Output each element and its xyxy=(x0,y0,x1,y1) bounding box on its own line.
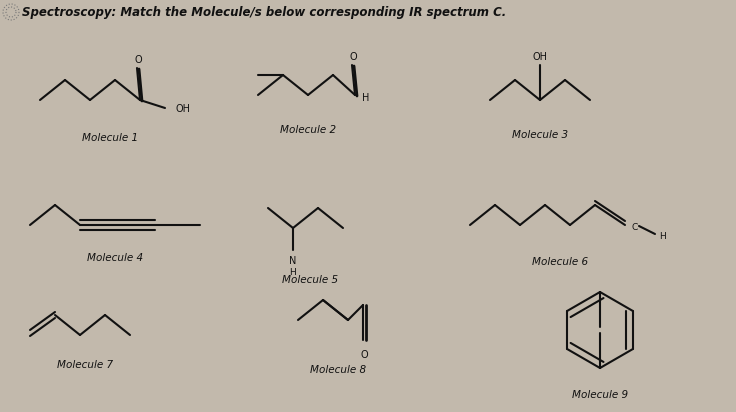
Text: Molecule 6: Molecule 6 xyxy=(532,257,588,267)
Text: C: C xyxy=(631,222,637,232)
Text: H: H xyxy=(362,93,369,103)
Text: O: O xyxy=(134,55,142,65)
Text: OH: OH xyxy=(175,104,190,114)
Text: Molecule 9: Molecule 9 xyxy=(572,390,628,400)
Text: Spectroscopy: Match the Molecule/s below corresponding IR spectrum C.: Spectroscopy: Match the Molecule/s below… xyxy=(22,5,506,19)
Text: O: O xyxy=(349,52,357,62)
Text: Molecule 1: Molecule 1 xyxy=(82,133,138,143)
Text: O: O xyxy=(360,350,368,360)
Text: Molecule 4: Molecule 4 xyxy=(87,253,143,263)
Text: H: H xyxy=(659,232,666,241)
Text: H: H xyxy=(290,268,297,277)
Text: OH: OH xyxy=(533,52,548,62)
Text: Molecule 2: Molecule 2 xyxy=(280,125,336,135)
Text: Molecule 5: Molecule 5 xyxy=(282,275,338,285)
Text: Molecule 3: Molecule 3 xyxy=(512,130,568,140)
Text: Molecule 8: Molecule 8 xyxy=(310,365,366,375)
Text: Molecule 7: Molecule 7 xyxy=(57,360,113,370)
Text: N: N xyxy=(289,256,297,266)
